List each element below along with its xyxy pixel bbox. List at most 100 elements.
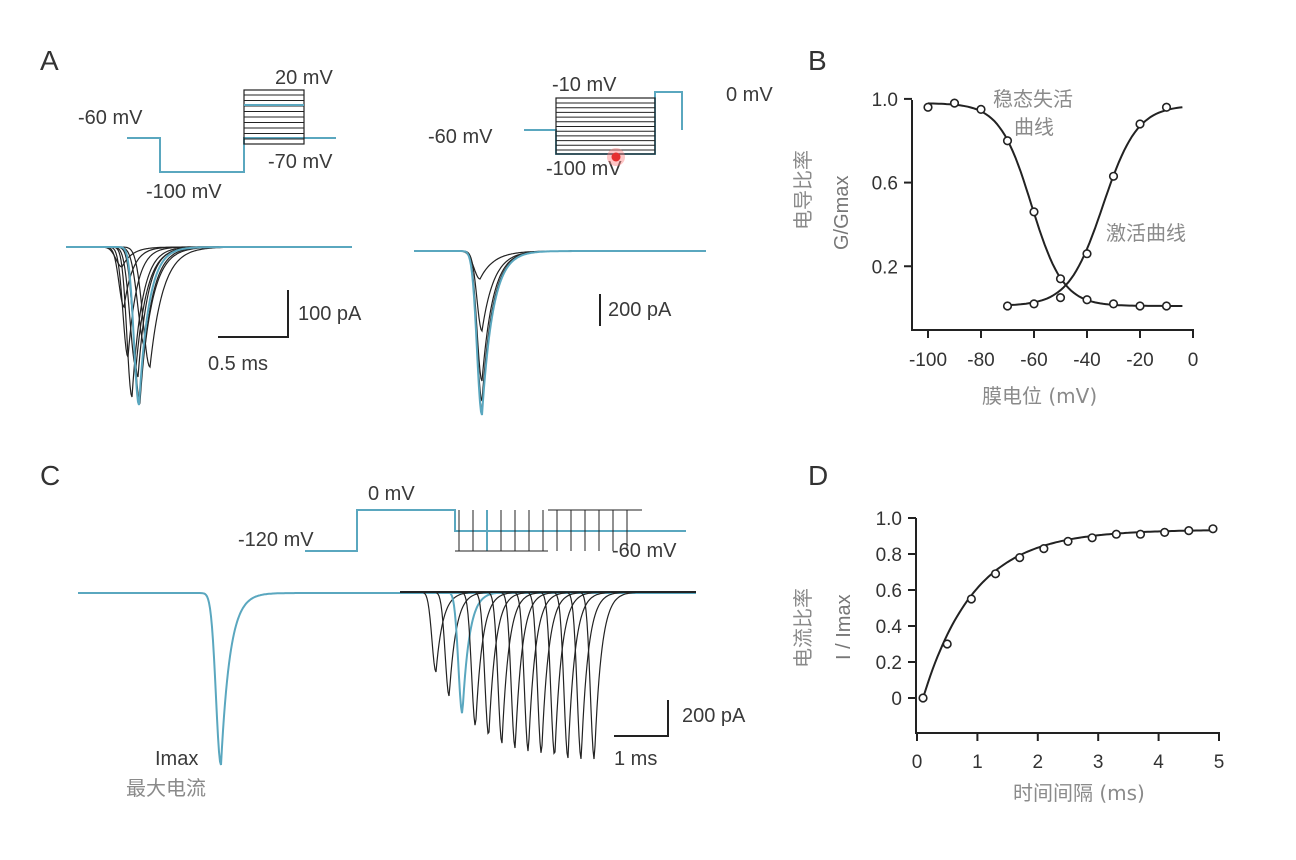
panel-b-label: B <box>808 45 827 76</box>
panel-d-xlabel: 时间间隔 (ms) <box>1013 781 1145 805</box>
x-tick-label: 4 <box>1153 752 1164 773</box>
data-point <box>1135 529 1146 539</box>
scalebar-a-left-y: 100 pA <box>298 303 362 325</box>
data-point <box>1135 301 1145 311</box>
y-tick-label: 1.0 <box>872 90 898 111</box>
x-tick-label: 1 <box>972 752 983 773</box>
proto-a-right-steps <box>556 102 655 151</box>
data-point <box>1002 136 1013 146</box>
fit-curve-inactivation <box>927 102 1183 307</box>
data-point <box>1002 301 1013 311</box>
data-point <box>1082 249 1092 259</box>
proto-a-left-steps <box>244 94 304 140</box>
proto-a-left-blue <box>127 137 336 173</box>
panel-b-ylabel: G/Gmax <box>831 176 853 250</box>
data-point <box>949 98 960 108</box>
proto-a-left-pre: -100 mV <box>146 181 222 203</box>
panel-a-left-protocol: -60 mV -100 mV 20 mV -70 mV <box>78 67 336 203</box>
data-point <box>1161 102 1172 112</box>
scalebar-a-right-y: 200 pA <box>608 299 672 321</box>
data-point <box>1029 299 1039 309</box>
y-tick-label: 0.8 <box>876 545 902 566</box>
panel-a-right-scalebar: 200 pA <box>599 294 672 326</box>
current-trace <box>414 250 706 412</box>
data-point <box>1135 119 1145 129</box>
current-trace <box>66 246 352 349</box>
scalebar-c <box>614 700 669 737</box>
data-point <box>1039 543 1049 554</box>
panel-b-ann-inact-1: 稳态失活 <box>993 87 1073 111</box>
proto-a-left-top: 20 mV <box>275 67 333 89</box>
current-trace <box>400 591 696 697</box>
data-point <box>976 104 986 114</box>
x-tick-label: -100 <box>909 350 947 371</box>
panel-b-xlabel: 膜电位 (mV) <box>982 384 1097 408</box>
panel-a-label: A <box>40 45 59 76</box>
data-point <box>1055 274 1066 284</box>
proto-c-blue <box>305 509 686 552</box>
proto-c-steps <box>455 509 642 552</box>
proto-a-right-hold: -60 mV <box>428 126 493 148</box>
data-point <box>1111 529 1121 539</box>
panel-a-right-protocol: -60 mV -10 mV -100 mV 0 mV <box>428 74 773 180</box>
panel-b-axes <box>911 100 1194 331</box>
x-tick-label: -80 <box>967 350 994 371</box>
panel-a-left-traces <box>66 246 352 406</box>
data-point <box>942 639 952 649</box>
panel-b-ylabel-zh: 电导比率 <box>791 150 815 230</box>
data-point <box>1029 207 1039 217</box>
data-point <box>1055 293 1066 303</box>
panel-c-protocol: -120 mV 0 mV -60 mV <box>238 483 686 562</box>
x-tick-label: -20 <box>1126 350 1153 371</box>
y-tick-label: 0.2 <box>876 653 902 674</box>
panel-c-imax-zh: 最大电流 <box>126 776 206 800</box>
panel-b-ann-inact-2: 曲线 <box>1014 115 1054 139</box>
proto-a-left-bottom: -70 mV <box>268 151 333 173</box>
current-trace-blue <box>78 592 696 766</box>
current-trace <box>66 246 352 360</box>
y-tick-label: 0.6 <box>876 581 902 602</box>
scalebar-c-x: 1 ms <box>614 748 657 770</box>
proto-c-step: 0 mV <box>368 483 415 505</box>
panel-c-traces <box>78 591 696 766</box>
y-tick-label: 0 <box>891 689 902 710</box>
panel-d-plot: 0 1 2 3 4 5 1.0 0.8 0.6 0.4 0.2 0 <box>876 509 1225 773</box>
panel-d-axes <box>915 518 1220 734</box>
data-point <box>923 102 933 112</box>
x-tick-label: 3 <box>1093 752 1104 773</box>
panel-c-scalebar: 200 pA 1 ms <box>614 700 746 770</box>
data-point <box>1160 527 1170 538</box>
proto-a-right-test: 0 mV <box>726 84 773 106</box>
scalebar-a-left <box>218 290 289 338</box>
panel-a-right-traces <box>414 250 706 416</box>
scalebar-c-y: 200 pA <box>682 705 746 727</box>
data-point <box>1082 295 1092 305</box>
proto-a-left-hold: -60 mV <box>78 107 143 129</box>
current-trace <box>400 591 696 760</box>
x-tick-label: 0 <box>1188 350 1199 371</box>
proto-a-right-bottom: -100 mV <box>546 158 622 180</box>
data-point <box>1161 301 1172 311</box>
data-point <box>1087 533 1097 543</box>
data-point <box>1108 171 1119 181</box>
scalebar-a-left-x: 0.5 ms <box>208 353 268 375</box>
data-point <box>918 693 928 703</box>
data-point <box>1208 524 1218 534</box>
cursor-marker <box>611 152 621 162</box>
x-tick-label: -40 <box>1073 350 1100 371</box>
current-trace-blue <box>414 250 706 416</box>
x-tick-label: 0 <box>912 752 923 773</box>
panel-d-label: D <box>808 460 828 491</box>
x-tick-label: -60 <box>1020 350 1047 371</box>
data-point <box>1108 299 1119 309</box>
y-tick-label: 0.2 <box>872 257 898 278</box>
current-trace <box>414 250 706 402</box>
panel-b-plot: -100 -80 -60 -40 -20 0 1.0 0.6 0.2 <box>872 90 1199 371</box>
data-point <box>990 569 1001 579</box>
current-trace <box>414 250 706 280</box>
y-tick-label: 0.6 <box>872 174 898 195</box>
data-point <box>966 594 976 604</box>
panel-b-ann-act: 激活曲线 <box>1106 221 1186 245</box>
data-point <box>1063 536 1073 547</box>
